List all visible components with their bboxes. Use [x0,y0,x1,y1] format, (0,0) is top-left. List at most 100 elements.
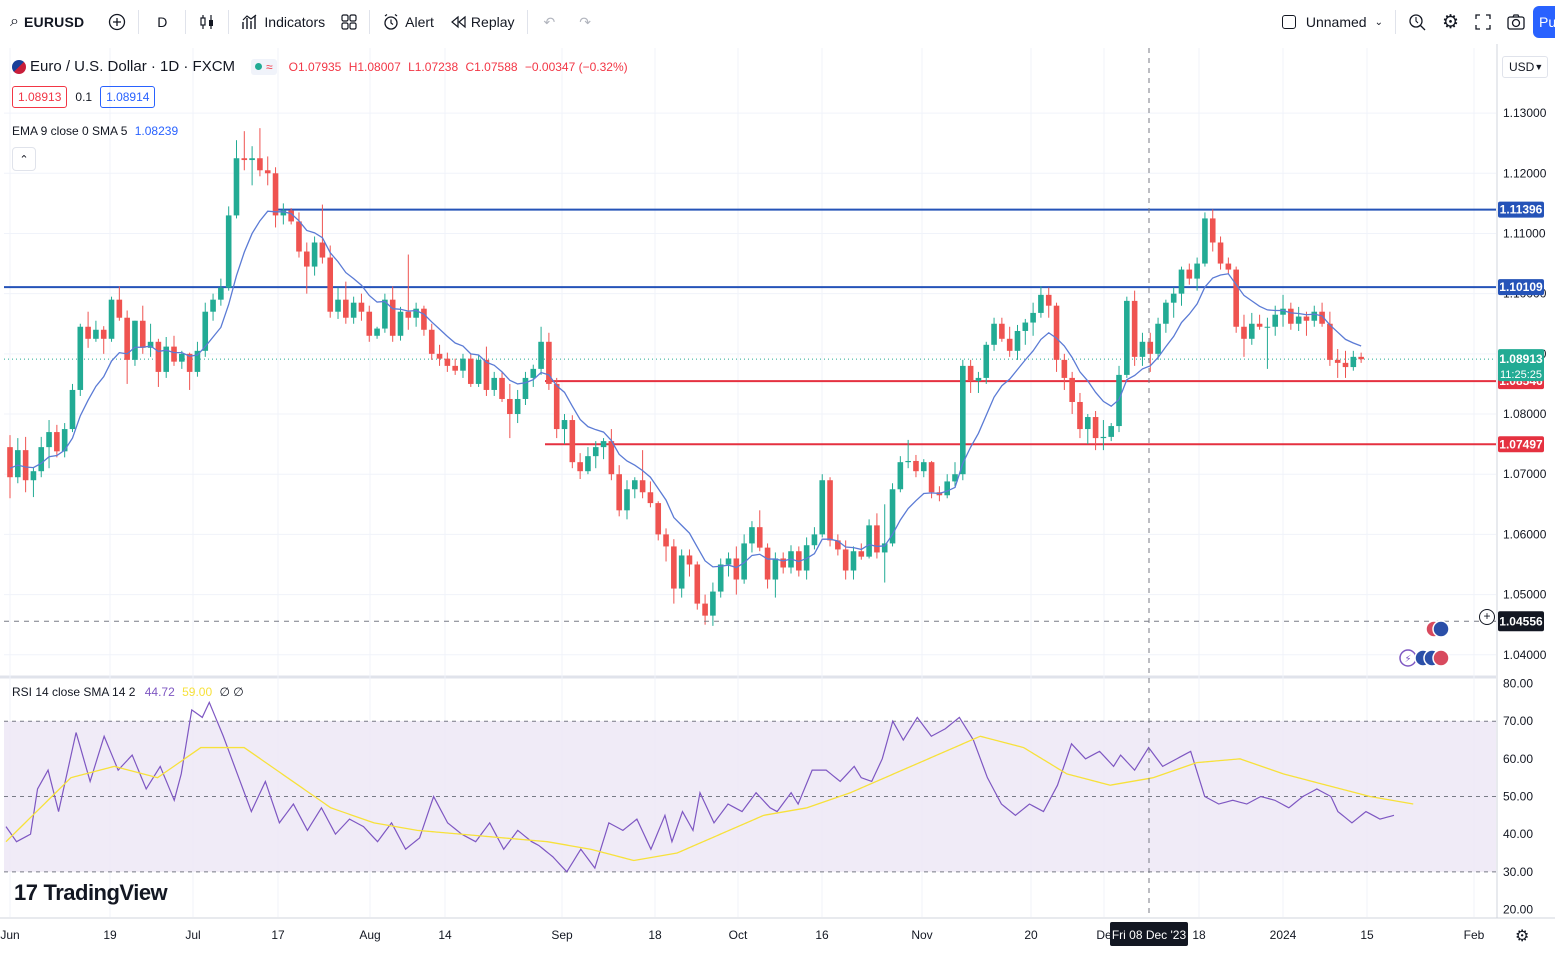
candle-body [428,329,435,354]
candle [1202,212,1208,267]
candle [1327,311,1333,366]
candle-body [491,377,498,390]
candle [967,359,974,393]
time-tick-label: Jun [0,928,19,942]
candle-body [280,210,287,216]
candle [632,477,638,499]
candle [350,296,357,324]
tradingview-logo[interactable]: 17 TradingView [14,880,168,906]
price-tick-label: 1.12000 [1503,166,1547,180]
rsi-extra: ∅ ∅ [219,685,244,699]
candle [179,350,185,369]
candle [366,305,373,342]
ema-series [9,210,1362,569]
candle-body [866,525,872,557]
candle [311,236,318,276]
candle-body [155,341,162,372]
layout-checkbox[interactable] [1281,15,1296,29]
collapse-legend-button[interactable]: ⌃ [12,147,36,171]
candle [897,456,904,493]
publish-button[interactable]: Pu [1533,6,1555,38]
currency-select[interactable]: USD ▼ [1502,56,1548,78]
templates-button[interactable] [333,0,365,44]
low-value: L1.07238 [408,59,459,74]
candle-body [1139,341,1146,357]
crosshair-time-box [1110,922,1188,946]
candle-body [663,534,669,547]
add-alert-plus-icon[interactable]: + [1479,609,1495,625]
candle-body [1014,330,1021,351]
candle-body [819,480,826,535]
candle-body [858,551,865,557]
redo-button[interactable]: ↷ [567,0,603,44]
symbol-name: EURUSD [23,14,85,30]
sell-button[interactable]: 1.08913 [12,86,68,108]
redo-icon: ↷ [579,13,591,30]
rsi-label: RSI 14 close SMA 14 2 [12,685,136,699]
candle [1100,420,1107,451]
economic-events[interactable]: ⚡ [1399,620,1450,667]
chart-type-button[interactable] [190,0,224,44]
candle-body [538,341,544,369]
candle-body [585,456,591,472]
fullscreen-button[interactable] [1467,0,1499,44]
rsi-legend[interactable]: RSI 14 close SMA 14 2 44.72 59.00 ∅ ∅ [12,685,244,699]
candle [585,447,591,475]
candle-body [1030,312,1036,323]
indicators-button[interactable]: Indicators [233,0,333,44]
candle [46,420,52,469]
snapshot-button[interactable] [1499,0,1533,44]
candle-body [1131,300,1138,357]
candle [999,317,1005,342]
symbol-search-button[interactable]: ⌕ EURUSD [0,0,92,44]
candle-body [561,420,568,430]
candle-body [647,492,654,504]
search-icon: ⌕ [10,13,19,30]
candle-body [1319,311,1325,324]
replay-button[interactable]: Replay [442,0,523,44]
us-flag-event-icon [1432,620,1450,638]
candle-body [202,311,209,351]
candle [163,336,169,378]
candle-body [1077,401,1083,430]
candle-body [1006,338,1013,351]
sr-line-price-label-box [1498,201,1544,218]
candle-body [678,555,685,589]
alert-button[interactable]: Alert [374,0,442,44]
sr-line-price-label: 1.10109 [1499,280,1543,294]
candle-body [225,215,232,288]
quick-search-button[interactable] [1400,0,1434,44]
candle [913,454,919,478]
settings-button[interactable]: ⚙ [1434,0,1467,44]
time-axis[interactable]: Jun 19 Jul 17 Aug 14 Sep 18 Oct 16 Nov 20 De 18 2024 15… [0,922,1485,946]
candle-body [233,158,240,216]
candle [538,326,544,375]
candle-body [460,358,466,371]
candle-body [30,471,37,481]
time-tick-label: Aug [359,928,380,942]
candle-body [952,474,958,482]
candle-body [569,420,576,463]
candle-body [1038,294,1044,313]
candle-body [54,432,60,452]
undo-button[interactable]: ↶ [532,0,568,44]
compare-symbol-button[interactable] [100,0,134,44]
time-tick-label: Nov [911,928,932,942]
rsi-axis[interactable]: 80.00 70.00 60.00 50.00 40.00 30.00 20.00 [1503,677,1533,917]
axis-settings-button[interactable]: ⚙ [1515,926,1529,946]
buy-button[interactable]: 1.08914 [100,86,156,108]
price-chart[interactable]: 1.130001.120001.110001.100001.090001.080… [0,44,1555,955]
market-status[interactable]: ≈ [251,58,277,75]
ema-legend[interactable]: EMA 9 close 0 SMA 5 1.08239 [12,124,178,138]
candle-body [1248,323,1255,339]
layout-menu-button[interactable]: Unnamed ⌄ [1274,0,1391,44]
candle [686,549,693,577]
horizontal-lines[interactable] [4,208,1496,446]
candle-body [46,432,52,448]
candle-body [1217,242,1224,264]
candle [1334,349,1341,378]
top-toolbar: ⌕ EURUSD D Indicators Alert Replay ↶ ↷ U… [0,0,1555,45]
candle [491,371,498,396]
interval-button[interactable]: D [143,0,181,44]
candle-body [249,158,255,161]
